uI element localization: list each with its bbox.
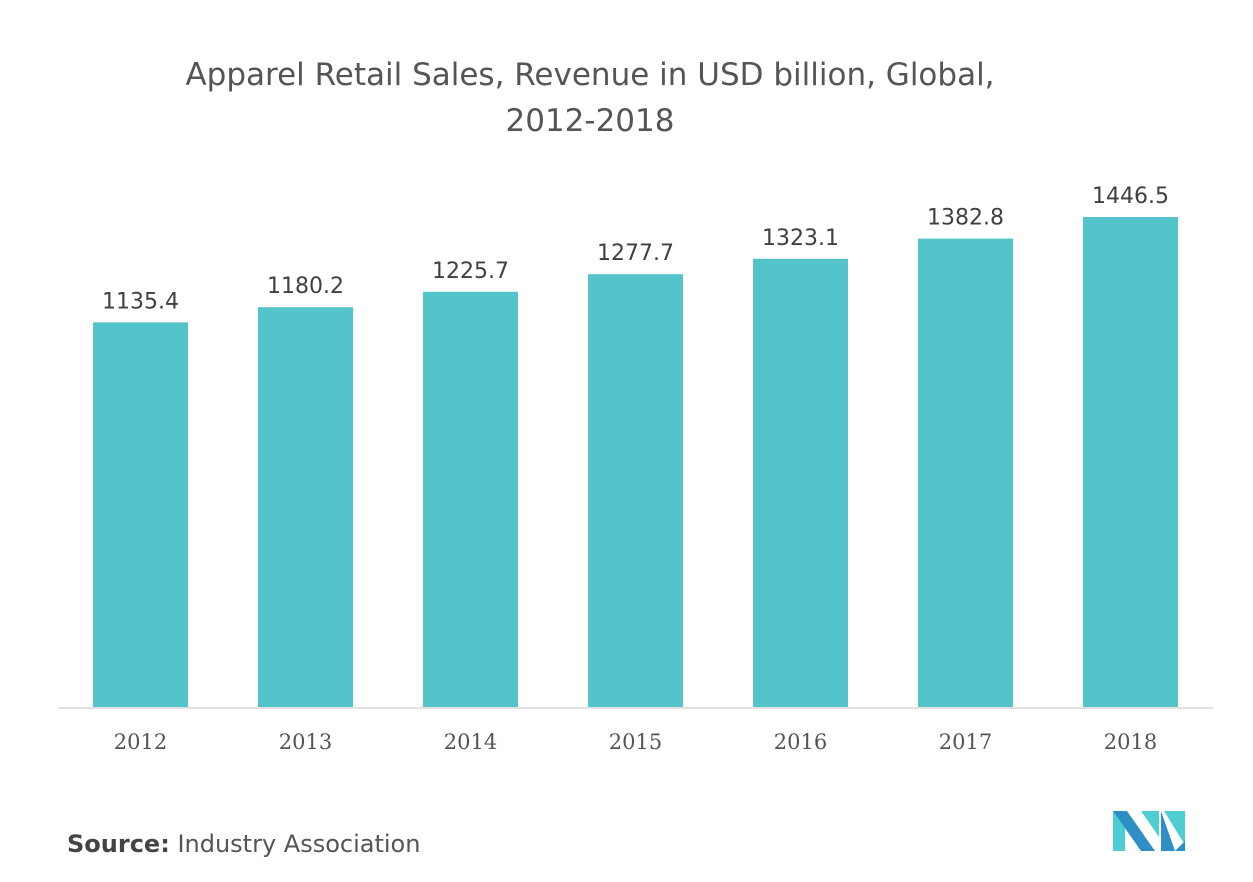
bar-2016	[753, 258, 848, 707]
value-label-2017: 1382.8	[927, 206, 1004, 231]
chart-title-line-1: Apparel Retail Sales, Revenue in USD bil…	[185, 57, 995, 93]
chart-title-line-2: 2012-2018	[505, 103, 675, 139]
value-label-2014: 1225.7	[432, 259, 509, 284]
x-tick-label-2012: 2012	[114, 730, 167, 754]
source-label: Source:	[67, 830, 170, 858]
bar-2013	[258, 307, 353, 707]
source-text: Industry Association	[177, 830, 421, 858]
value-label-2018: 1446.5	[1092, 184, 1169, 209]
x-tick-label-2015: 2015	[609, 730, 662, 754]
x-tick-label-2013: 2013	[279, 730, 332, 754]
x-tick-labels-group: 2012 2013 2014 2015 2016 2017 2018	[114, 730, 1157, 754]
bar-2017	[918, 238, 1013, 707]
mordor-intelligence-logo-icon	[1113, 811, 1185, 851]
value-label-2012: 1135.4	[102, 289, 179, 314]
chart-title: Apparel Retail Sales, Revenue in USD bil…	[0, 52, 1180, 144]
value-labels-group: 1135.4 1180.2 1225.7 1277.7 1323.1 1382.8 1446…	[102, 184, 1169, 314]
bar-2015	[588, 274, 683, 707]
bars-group	[93, 217, 1178, 707]
value-label-2016: 1323.1	[762, 226, 839, 251]
x-tick-label-2018: 2018	[1104, 730, 1157, 754]
x-tick-label-2016: 2016	[774, 730, 827, 754]
x-tick-label-2014: 2014	[444, 730, 497, 754]
bar-chart: 1135.4 1180.2 1225.7 1277.7 1323.1 1382.8 1446…	[58, 184, 1213, 754]
value-label-2015: 1277.7	[597, 241, 674, 266]
source-note: Source: Industry Association	[67, 830, 420, 858]
bar-2018	[1083, 217, 1178, 707]
x-tick-label-2017: 2017	[939, 730, 992, 754]
bar-2012	[93, 322, 188, 707]
bar-2014	[423, 291, 518, 707]
value-label-2013: 1180.2	[267, 274, 344, 299]
